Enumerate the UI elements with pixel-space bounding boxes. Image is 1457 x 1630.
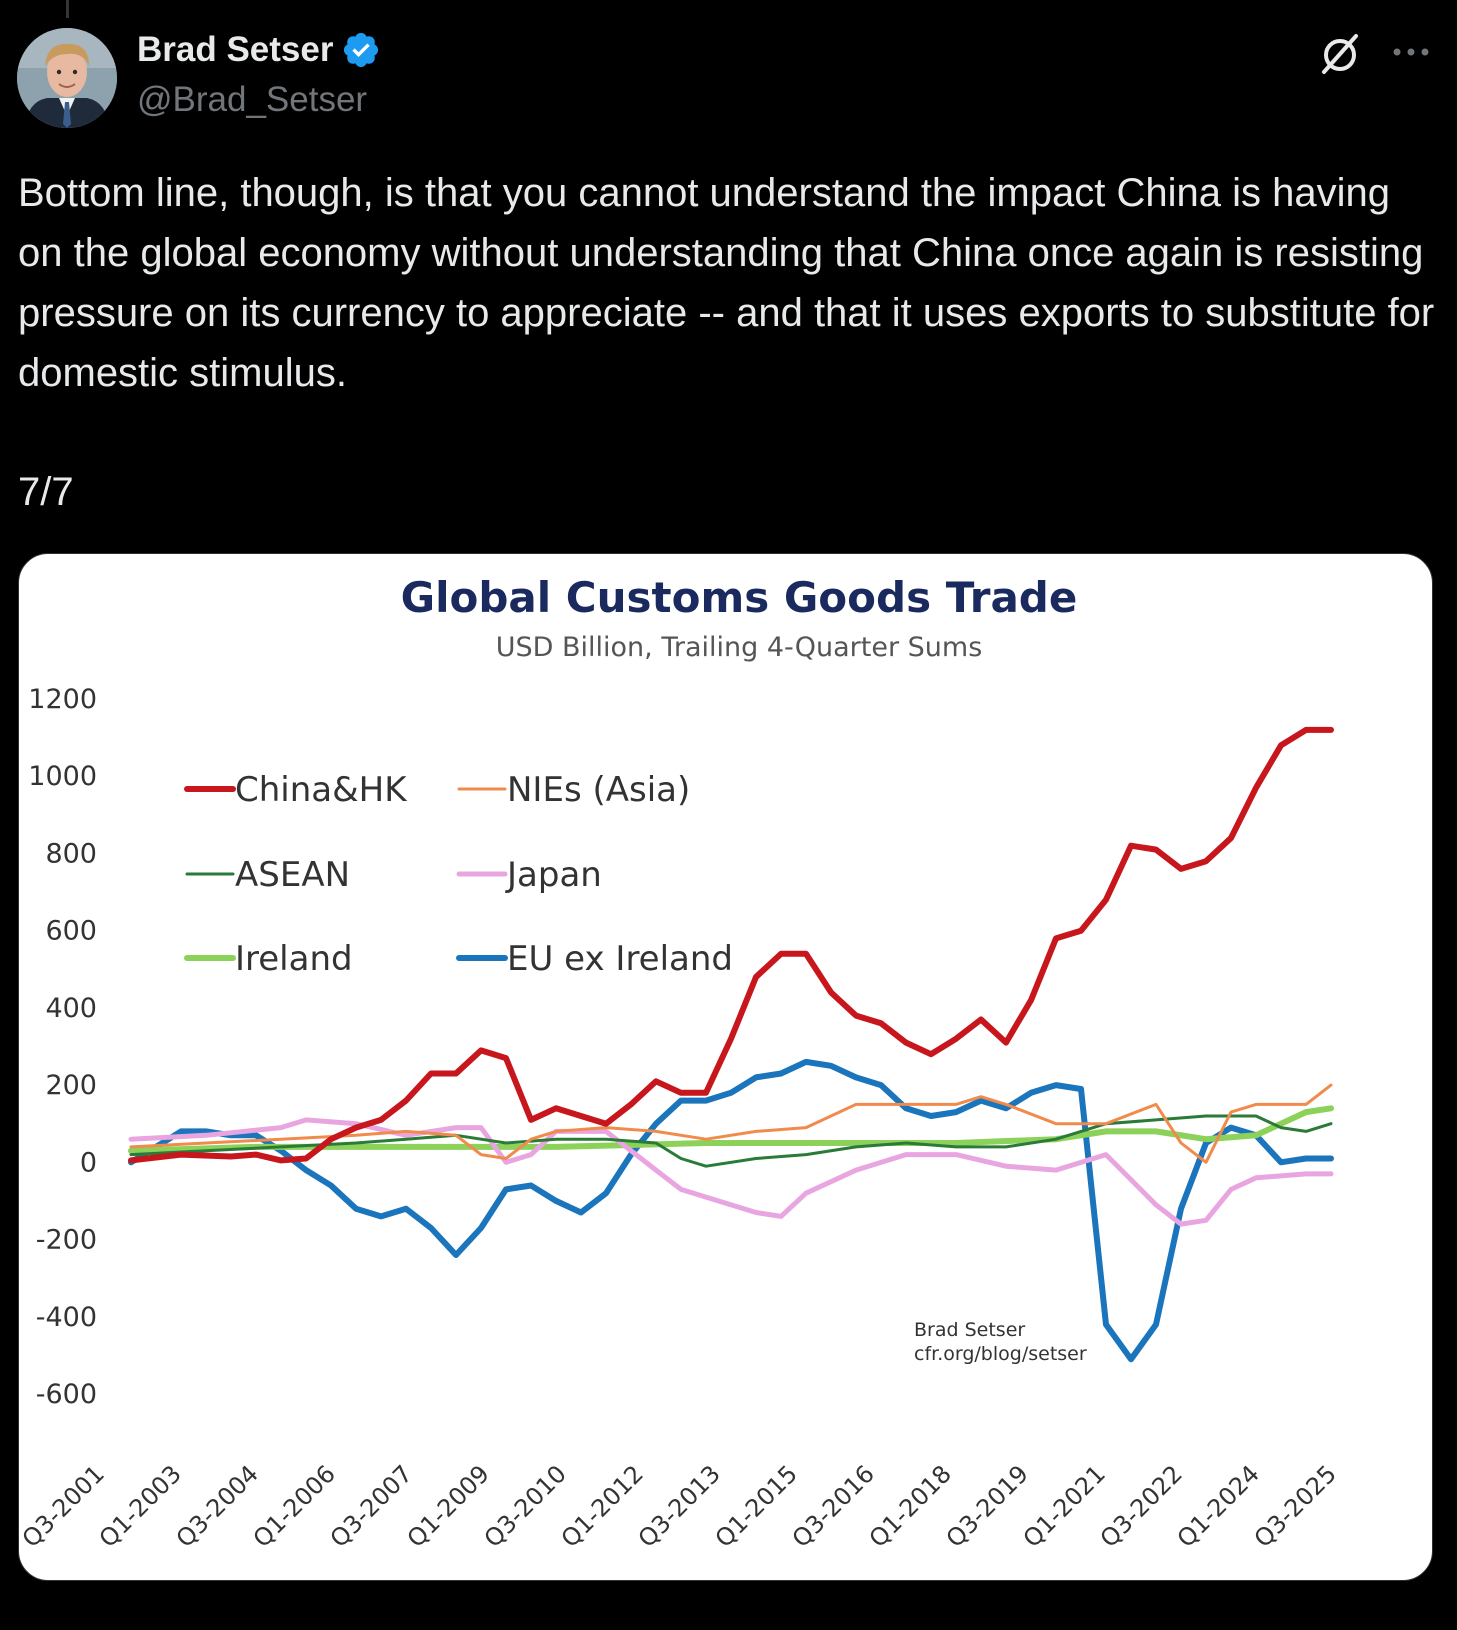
x-tick-label: Q1-2015 <box>710 1460 803 1553</box>
x-tick-label: Q1-2003 <box>94 1460 187 1553</box>
legend-label: Ireland <box>235 939 353 979</box>
thread-count: 7/7 <box>18 470 74 514</box>
x-tick-label: Q3-2013 <box>633 1460 726 1553</box>
x-tick-label: Q3-2010 <box>479 1460 572 1553</box>
legend-label: Japan <box>505 855 602 895</box>
x-tick-label: Q1-2006 <box>248 1460 341 1553</box>
chart-subtitle: USD Billion, Trailing 4-Quarter Sums <box>496 632 983 663</box>
y-tick-label: 1200 <box>28 684 97 715</box>
grok-icon[interactable] <box>1316 30 1364 78</box>
y-tick-label: 400 <box>45 993 97 1024</box>
y-tick-label: 600 <box>45 916 97 947</box>
y-tick-label: -400 <box>36 1302 97 1333</box>
x-tick-label: Q3-2004 <box>171 1460 264 1553</box>
avatar-image <box>17 28 117 128</box>
series-line-asean <box>129 1114 1333 1168</box>
tweet-text: Bottom line, though, is that you cannot … <box>18 171 1435 395</box>
series-line-china-hk <box>128 726 1334 1164</box>
line-chart: Global Customs Goods Trade USD Billion, … <box>19 573 1342 1553</box>
verified-badge-icon <box>344 32 379 68</box>
author-display-name[interactable]: Brad Setser <box>137 30 334 69</box>
author-handle[interactable]: @Brad_Setser <box>137 80 368 119</box>
x-axis: Q3-2001Q1-2003Q3-2004Q1-2006Q3-2007Q1-20… <box>19 1460 1342 1553</box>
y-tick-label: 200 <box>45 1070 97 1101</box>
y-tick-label: 1000 <box>28 761 97 792</box>
x-tick-label: Q1-2012 <box>556 1460 649 1553</box>
legend: China&HK NIEs (Asia) ASEAN Japan Ireland EU e… <box>184 770 733 979</box>
credit-url: cfr.org/blog/setser <box>914 1343 1087 1365</box>
author-name-row[interactable]: Brad Setser <box>137 30 381 70</box>
avatar[interactable] <box>17 28 117 128</box>
x-tick-label: Q1-2021 <box>1018 1460 1111 1553</box>
x-tick-label: Q1-2009 <box>402 1460 495 1553</box>
thread-connector-line <box>66 0 69 18</box>
series-line-eu-ex-ireland <box>128 1058 1334 1363</box>
series-line-nies-asia <box>129 1083 1333 1164</box>
series-lines <box>128 726 1334 1363</box>
y-tick-label: -600 <box>36 1379 97 1410</box>
x-tick-label: Q3-2016 <box>787 1460 880 1553</box>
legend-label: EU ex Ireland <box>507 939 733 979</box>
chart-image-card[interactable]: Global Customs Goods Trade USD Billion, … <box>18 553 1433 1581</box>
y-tick-label: 0 <box>80 1147 97 1178</box>
x-tick-label: Q3-2001 <box>19 1460 110 1553</box>
x-tick-label: Q3-2019 <box>941 1460 1034 1553</box>
y-tick-label: -200 <box>36 1225 97 1256</box>
more-options-icon[interactable] <box>1389 34 1433 70</box>
chart-title: Global Customs Goods Trade <box>401 573 1078 622</box>
x-tick-label: Q3-2022 <box>1095 1460 1188 1553</box>
legend-label: ASEAN <box>235 855 350 895</box>
x-tick-label: Q3-2007 <box>325 1460 418 1553</box>
y-tick-label: 800 <box>45 838 97 869</box>
series-line-japan <box>128 1117 1334 1227</box>
y-axis: 1200 1000 800 600 400 200 0 -200 -400 -600 <box>28 684 97 1410</box>
x-tick-label: Q1-2024 <box>1172 1460 1265 1553</box>
legend-label: China&HK <box>235 770 408 810</box>
x-tick-label: Q1-2018 <box>864 1460 957 1553</box>
credit-name: Brad Setser <box>914 1319 1025 1341</box>
x-tick-label: Q3-2025 <box>1249 1460 1342 1553</box>
chart-credit: Brad Setser cfr.org/blog/setser <box>914 1319 1087 1365</box>
legend-label: NIEs (Asia) <box>507 770 690 810</box>
